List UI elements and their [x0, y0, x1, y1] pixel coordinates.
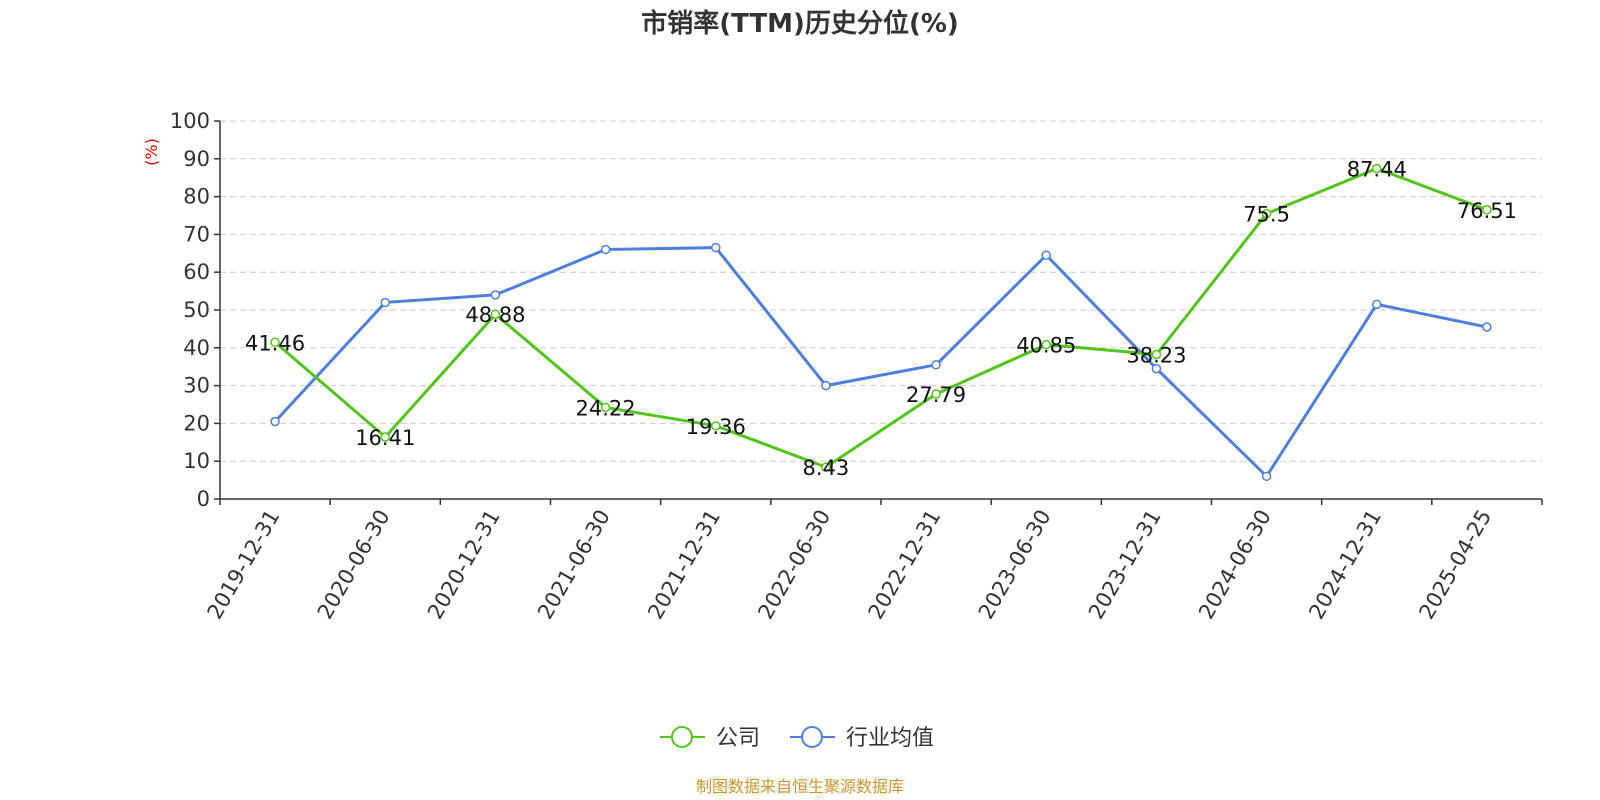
data-label: 48.88 — [465, 303, 525, 327]
data-label: 27.79 — [906, 383, 966, 407]
data-point — [711, 242, 721, 253]
x-tick-label: 2020-06-30 — [313, 506, 395, 624]
data-point — [931, 389, 941, 399]
data-point — [821, 380, 831, 391]
y-tick-label: 70 — [183, 222, 210, 246]
y-axis-unit-label: (%) — [142, 138, 161, 166]
legend-label-industry-average: 行业均值 — [846, 726, 934, 751]
legend-marker-company — [671, 726, 693, 748]
data-point — [490, 309, 501, 319]
series-line-1 — [273, 246, 1488, 478]
data-label: 24.22 — [576, 396, 636, 420]
data-point — [711, 421, 721, 431]
data-label: 16.41 — [355, 426, 415, 450]
legend[interactable]: 公司 行业均值 — [660, 726, 934, 751]
data-point — [931, 360, 941, 370]
data-label: 38.23 — [1126, 343, 1186, 367]
data-label: 40.85 — [1016, 334, 1076, 358]
chart-title: 市销率(TTM)历史分位(%) — [641, 8, 959, 39]
data-point — [1482, 205, 1492, 215]
x-tick-label: 2019-12-31 — [203, 506, 285, 624]
data-label: 19.36 — [686, 415, 746, 439]
y-tick-label: 0 — [197, 487, 210, 511]
x-tick-label: 2020-12-31 — [423, 505, 505, 623]
x-tick-label: 2023-06-30 — [974, 506, 1056, 624]
data-label: 76.51 — [1457, 199, 1517, 223]
data-point — [1151, 349, 1162, 360]
x-tick-label: 2025-04-25 — [1414, 506, 1496, 624]
data-point — [1261, 471, 1272, 482]
data-point — [1151, 363, 1162, 374]
y-tick-label: 90 — [183, 147, 210, 171]
data-point — [1372, 163, 1382, 174]
data-point — [270, 416, 280, 427]
source-note: 制图数据来自恒生聚源数据库 — [696, 777, 904, 796]
data-point — [1261, 208, 1272, 219]
data-label: 8.43 — [803, 456, 850, 480]
legend-label-company: 公司 — [716, 726, 760, 751]
y-tick-label: 20 — [183, 411, 210, 435]
y-tick-label: 60 — [183, 260, 210, 284]
y-tick-label: 30 — [183, 374, 210, 398]
data-point — [270, 337, 280, 348]
x-tick-label: 2021-12-31 — [643, 506, 725, 624]
x-tick-label: 2024-06-30 — [1194, 506, 1276, 624]
series-lines — [270, 163, 1492, 482]
y-tick-label: 10 — [183, 449, 210, 473]
data-point — [600, 402, 611, 413]
data-label: 75.5 — [1243, 203, 1290, 227]
gridlines — [220, 120, 1542, 462]
data-point — [600, 244, 611, 255]
legend-marker-industry-average — [801, 726, 823, 748]
data-point — [380, 297, 390, 308]
series-line-0 — [274, 166, 1488, 469]
legend-item-company[interactable]: 公司 — [660, 726, 760, 751]
y-tick-label: 50 — [183, 298, 210, 322]
y-tick-label: 80 — [183, 185, 210, 209]
x-tick-label: 2021-06-30 — [533, 506, 615, 624]
data-label: 87.44 — [1347, 157, 1407, 181]
data-point — [1041, 339, 1051, 350]
data-point — [490, 290, 501, 300]
y-tick-label: 40 — [183, 336, 210, 360]
legend-item-industry-average[interactable]: 行业均值 — [790, 726, 934, 751]
data-point — [1482, 322, 1492, 332]
data-labels: 41.46 16.41 48.88 24.22 19.36 8.43 27.79 40.85 3… — [245, 157, 1517, 480]
x-tick-label: 2022-12-31 — [864, 505, 946, 623]
data-point — [380, 432, 390, 442]
x-tick-label: 2024-12-31 — [1304, 506, 1386, 624]
x-tick-label: 2022-06-30 — [753, 506, 835, 624]
data-point — [1041, 250, 1051, 260]
data-label: 41.46 — [245, 331, 305, 355]
data-point — [1372, 299, 1382, 310]
x-tick-label: 2023-12-31 — [1084, 506, 1166, 624]
y-tick-label: 100 — [170, 109, 210, 133]
data-point — [821, 462, 831, 472]
